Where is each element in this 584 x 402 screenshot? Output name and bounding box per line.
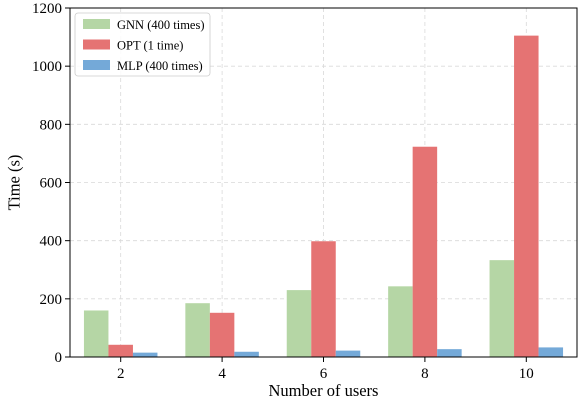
legend: GNN (400 times) OPT (1 time) MLP (400 time…: [74, 12, 211, 77]
x-tick-label: 4: [218, 366, 226, 382]
y-tick-label: 800: [40, 117, 63, 133]
legend-label: MLP (400 times): [117, 59, 203, 73]
x-tick-label: 2: [117, 366, 125, 382]
y-tick-label: 1200: [32, 1, 62, 17]
bar-opt-4: [209, 312, 235, 357]
x-tick-label: 6: [320, 366, 328, 382]
legend-label: GNN (400 times): [117, 18, 205, 32]
bar-opt-2: [108, 344, 133, 357]
y-axis: 0 200 400 600 800 1000 1200: [32, 1, 70, 366]
legend-swatch: [83, 60, 110, 70]
bar-opt-10: [514, 35, 539, 358]
bar-gnn-6: [286, 290, 312, 357]
legend-swatch: [83, 19, 110, 29]
bar-gnn-8: [388, 286, 413, 357]
y-tick-label: 0: [55, 350, 63, 366]
bar-opt-8: [412, 146, 438, 357]
y-tick-label: 600: [40, 176, 63, 192]
bar-opt-6: [311, 241, 336, 357]
x-tick-label: 8: [421, 366, 429, 382]
y-tick-label: 1000: [32, 59, 62, 75]
bar-mlp-10: [538, 347, 564, 357]
bar-gnn-2: [83, 310, 109, 357]
x-axis-label: Number of users: [269, 381, 379, 400]
bar-gnn-4: [185, 303, 210, 357]
bars: [83, 35, 564, 358]
bar-mlp-8: [437, 349, 462, 357]
bar-mlp-2: [132, 352, 158, 357]
y-tick-label: 200: [40, 292, 63, 308]
bar-gnn-10: [489, 260, 515, 357]
bar-mlp-4: [234, 351, 259, 357]
y-axis-label: Time (s): [5, 155, 24, 211]
x-axis: 2 4 6 8 10: [117, 357, 534, 382]
legend-swatch: [83, 39, 110, 50]
y-tick-label: 400: [40, 234, 63, 250]
legend-label: OPT (1 time): [117, 39, 183, 53]
x-tick-label: 10: [519, 366, 534, 382]
bar-mlp-6: [335, 350, 361, 357]
